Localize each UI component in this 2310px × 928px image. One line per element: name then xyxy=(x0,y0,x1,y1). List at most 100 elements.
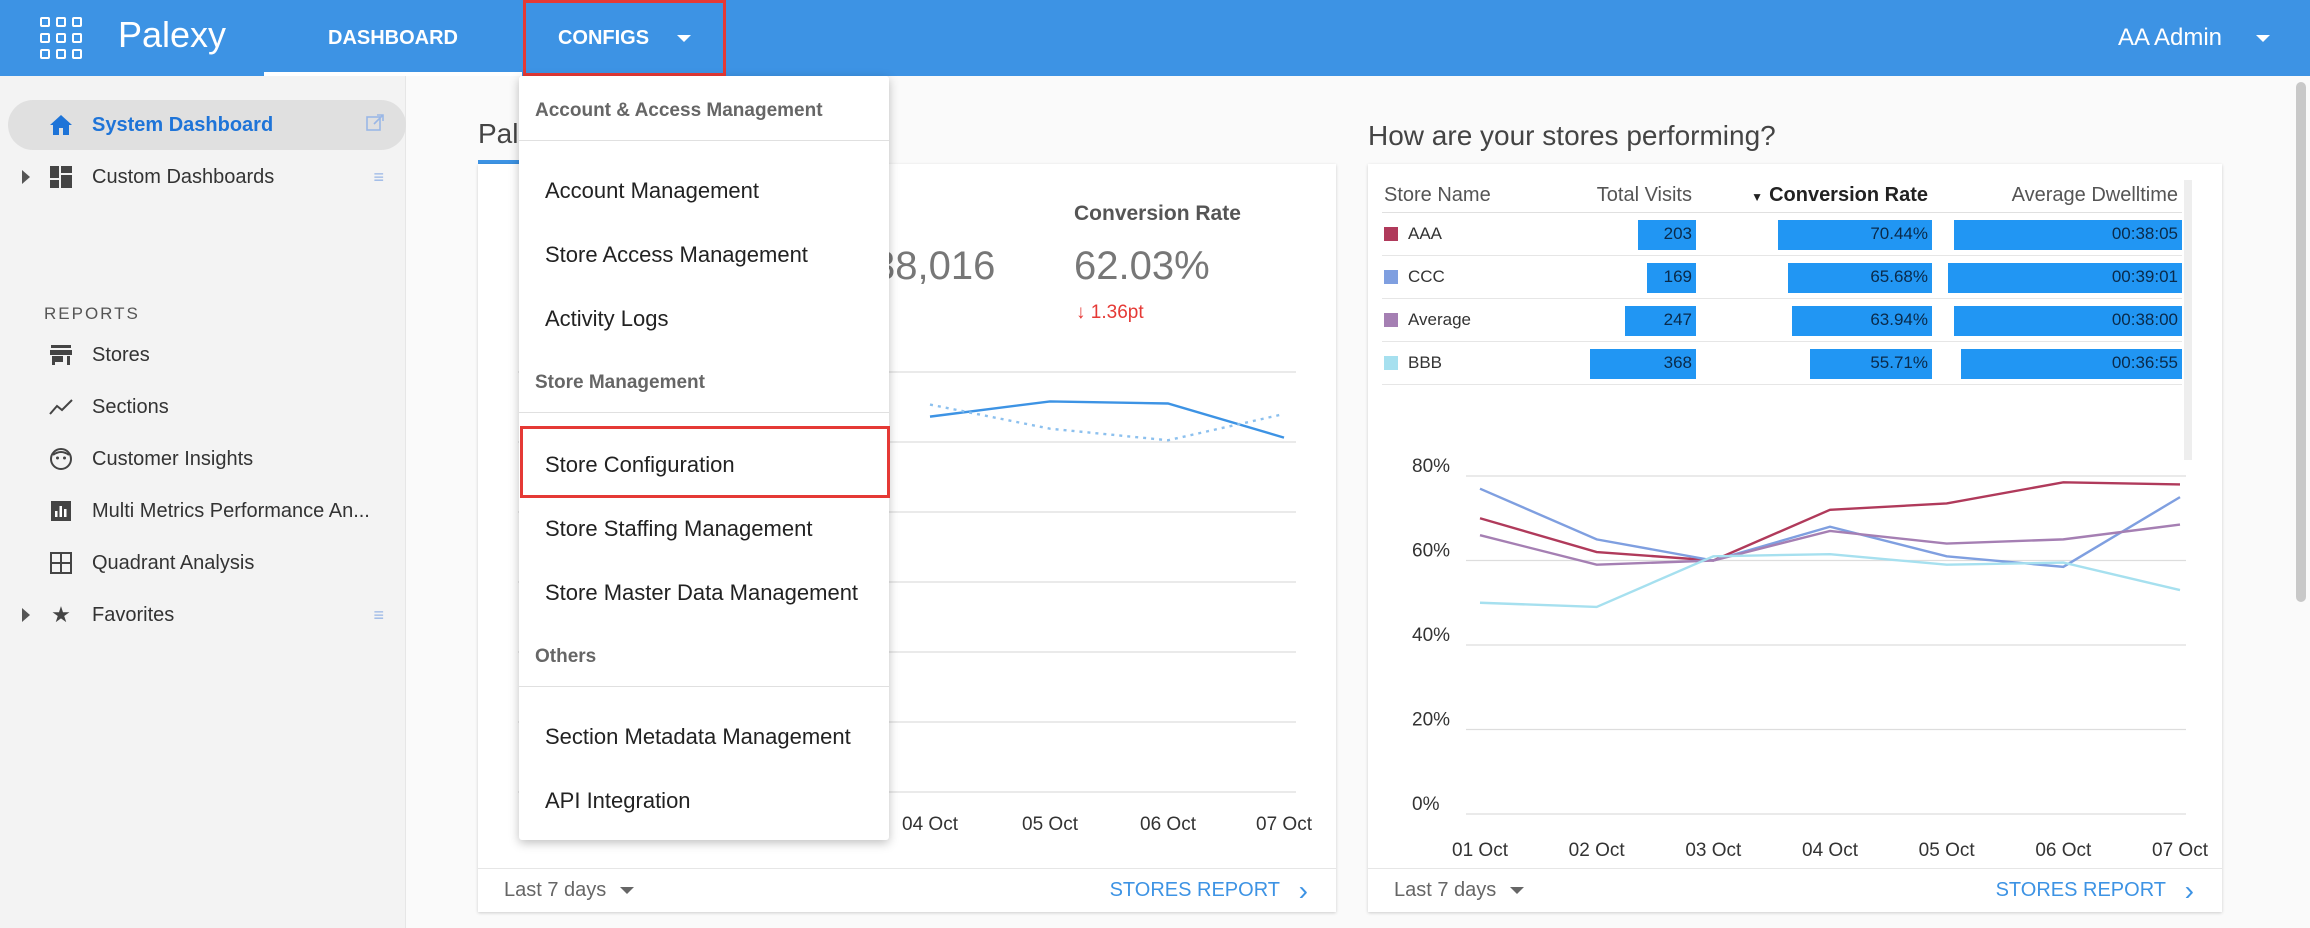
sidebar-item-label: Favorites xyxy=(92,603,175,626)
table-row[interactable]: Average 247 63.94% 00:38:00 xyxy=(1382,298,2182,342)
value-bar xyxy=(1624,305,1696,336)
col-store-name[interactable]: Store Name xyxy=(1382,180,1552,213)
store-name-cell: AAA xyxy=(1382,212,1552,256)
menu-item-store-master-data-management[interactable]: Store Master Data Management xyxy=(545,580,859,605)
chevron-down-icon xyxy=(1510,887,1525,894)
menu-item-store-access-management[interactable]: Store Access Management xyxy=(545,242,808,267)
chevron-down-icon xyxy=(620,887,635,894)
sidebar-item-stores[interactable]: Stores xyxy=(8,330,406,380)
table-row[interactable]: BBB 368 55.71% 00:36:55 xyxy=(1382,341,2182,385)
x-tick-label: 06 Oct xyxy=(2035,840,2092,861)
arrow-down-icon: ↓ xyxy=(1076,302,1086,323)
x-tick-label: 07 Oct xyxy=(1256,814,1313,835)
table-row[interactable]: CCC 169 65.68% 00:39:01 xyxy=(1382,255,2182,299)
sidebar-item-multi-metrics[interactable]: Multi Metrics Performance An... xyxy=(8,486,406,536)
value-bar xyxy=(1778,219,1932,250)
series-line xyxy=(1479,481,2181,562)
brand-name: Palexy xyxy=(118,14,227,55)
chevron-down-icon xyxy=(677,34,692,42)
table-row[interactable]: AAA 203 70.44% 00:38:05 xyxy=(1382,212,2182,256)
menu-item-account-management[interactable]: Account Management xyxy=(545,178,760,203)
list-icon[interactable]: ≡ xyxy=(373,166,384,187)
reports-section-label: REPORTS xyxy=(44,304,140,323)
period-select[interactable]: Last 7 days xyxy=(504,879,635,902)
tab-dashboard[interactable]: DASHBOARD xyxy=(264,0,522,76)
x-tick-label: 03 Oct xyxy=(1685,840,1742,861)
legend-swatch xyxy=(1384,226,1398,241)
series-line xyxy=(1479,552,2181,609)
stores-table: Store Name Total Visits ▼ Conversion Rate… xyxy=(1382,180,2182,385)
cell-value: 247 xyxy=(1663,309,1692,329)
apps-grid-icon[interactable] xyxy=(40,17,82,59)
store-name: AAA xyxy=(1408,223,1443,243)
stores-report-link[interactable]: STORES REPORT xyxy=(1110,875,1309,907)
cell-value: 00:39:01 xyxy=(2111,266,2178,286)
menu-section-header: Others xyxy=(535,646,597,667)
value-bar xyxy=(1954,305,2182,336)
tab-configs[interactable]: CONFIGS xyxy=(523,0,726,76)
x-tick-label: 02 Oct xyxy=(1569,840,1626,861)
kpi-conversion-delta: ↓ 1.36pt xyxy=(1076,302,1144,324)
period-label: Last 7 days xyxy=(1394,879,1497,901)
value-bar xyxy=(1810,348,1932,379)
star-icon: ★ xyxy=(51,602,71,627)
stores-report-link[interactable]: STORES REPORT xyxy=(1996,875,2195,907)
sidebar-item-system-dashboard[interactable]: System Dashboard xyxy=(8,100,406,150)
cell-value: 55.71% xyxy=(1870,352,1928,372)
value-bar xyxy=(1948,262,2182,293)
chevron-down-icon xyxy=(2256,34,2270,42)
col-average-dwelltime[interactable]: Average Dwelltime xyxy=(1932,180,2182,213)
user-menu[interactable]: AA Admin xyxy=(2118,0,2270,76)
page-scrollbar[interactable] xyxy=(2296,82,2306,602)
cell-value: 00:36:55 xyxy=(2111,352,2178,372)
table-scrollbar[interactable] xyxy=(2184,180,2192,460)
cell-value: 70.44% xyxy=(1870,223,1928,243)
tab-dashboard-label: DASHBOARD xyxy=(328,26,458,49)
sidebar-item-customer-insights[interactable]: Customer Insights xyxy=(8,434,406,484)
col-conversion-rate-label: Conversion Rate xyxy=(1769,184,1928,207)
store-name: Average xyxy=(1408,309,1472,329)
home-icon xyxy=(48,112,74,138)
value-bar xyxy=(1953,219,2182,250)
sidebar-item-custom-dashboards[interactable]: Custom Dashboards ≡ xyxy=(8,152,406,202)
sidebar-item-label: Quadrant Analysis xyxy=(92,551,255,574)
sidebar-item-label: Custom Dashboards xyxy=(92,165,275,188)
dwelltime-cell: 00:39:01 xyxy=(1932,255,2182,299)
sidebar: System Dashboard Custom Dashboards ≡ REP… xyxy=(0,76,406,928)
store-name: BBB xyxy=(1408,352,1443,372)
menu-item-activity-logs[interactable]: Activity Logs xyxy=(545,306,669,331)
menu-item-store-staffing-management[interactable]: Store Staffing Management xyxy=(545,516,813,541)
conversion-cell: 55.71% xyxy=(1696,341,1932,385)
table-header-row: Store Name Total Visits ▼ Conversion Rate… xyxy=(1382,180,2182,213)
sidebar-item-sections[interactable]: Sections xyxy=(8,382,406,432)
store-name-cell: Average xyxy=(1382,298,1552,342)
y-tick-label: 60% xyxy=(1412,541,1450,562)
sidebar-item-quadrant-analysis[interactable]: Quadrant Analysis xyxy=(8,538,406,588)
x-tick-label: 04 Oct xyxy=(1802,840,1859,861)
expand-arrow-icon[interactable] xyxy=(22,170,30,184)
visits-cell: 247 xyxy=(1552,298,1696,342)
menu-item-section-metadata-management[interactable]: Section Metadata Management xyxy=(545,724,851,749)
open-new-icon[interactable] xyxy=(366,113,384,137)
x-tick-label: 06 Oct xyxy=(1140,814,1197,835)
y-tick-label: 40% xyxy=(1412,625,1450,646)
col-total-visits[interactable]: Total Visits xyxy=(1552,180,1696,213)
menu-item-api-integration[interactable]: API Integration xyxy=(545,788,691,813)
period-select[interactable]: Last 7 days xyxy=(1394,879,1525,902)
user-name: AA Admin xyxy=(2117,24,2222,51)
stores-table-body: AAA 203 70.44% 00:38:05 CCC 169 65.68% 00:39:01… xyxy=(1382,212,2182,385)
menu-section-header: Account & Access Management xyxy=(535,100,823,121)
list-icon[interactable]: ≡ xyxy=(373,604,384,625)
value-bar xyxy=(1637,219,1696,250)
store-icon xyxy=(48,342,74,368)
trend-icon xyxy=(48,394,74,420)
sidebar-item-label: Stores xyxy=(92,343,150,366)
legend-swatch xyxy=(1384,312,1398,327)
sidebar-item-favorites[interactable]: ★ Favorites ≡ xyxy=(8,590,406,640)
menu-divider xyxy=(519,686,889,687)
col-conversion-rate[interactable]: ▼ Conversion Rate xyxy=(1696,180,1932,213)
card2-title: How are your stores performing? xyxy=(1368,120,1776,151)
menu-item-store-configuration[interactable]: Store Configuration xyxy=(545,452,735,477)
expand-arrow-icon[interactable] xyxy=(22,608,30,622)
